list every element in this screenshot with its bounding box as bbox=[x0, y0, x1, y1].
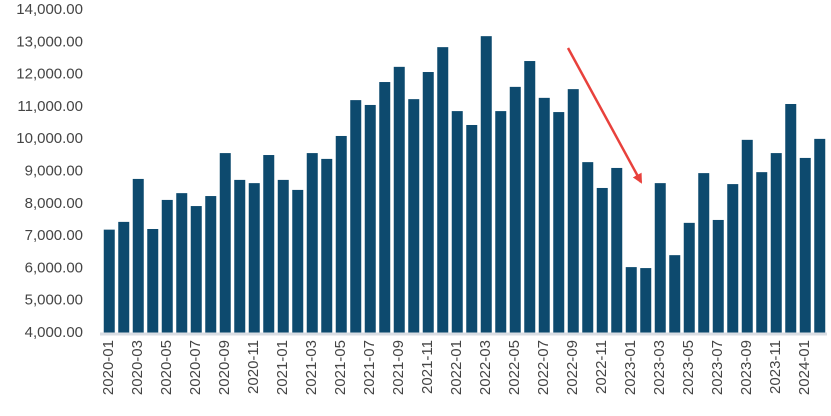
x-tick-label: 2023-01 bbox=[622, 340, 639, 395]
x-tick-label: 2023-05 bbox=[680, 340, 697, 395]
bar bbox=[379, 82, 391, 334]
x-tick-label: 2022-07 bbox=[535, 340, 552, 395]
x-tick-label: 2022-09 bbox=[564, 340, 581, 395]
bar bbox=[248, 183, 260, 333]
bar bbox=[190, 206, 202, 333]
x-tick-label: 2023-07 bbox=[709, 340, 726, 395]
bar bbox=[118, 221, 130, 333]
y-tick-label: 10,000.00 bbox=[16, 130, 83, 147]
bar bbox=[335, 135, 347, 333]
bar bbox=[205, 196, 217, 333]
x-tick-label: 2021-11 bbox=[419, 340, 436, 394]
bar bbox=[567, 89, 579, 333]
bar bbox=[161, 199, 173, 333]
x-tick-label: 2020-01 bbox=[100, 340, 117, 395]
bar bbox=[451, 111, 463, 333]
bar bbox=[799, 157, 811, 333]
x-tick-label: 2024-01 bbox=[796, 340, 813, 395]
bar bbox=[582, 162, 594, 333]
bar bbox=[263, 155, 275, 333]
bar bbox=[292, 189, 304, 333]
bar bbox=[393, 66, 405, 334]
y-tick-label: 13,000.00 bbox=[16, 33, 83, 50]
bar bbox=[770, 153, 782, 333]
x-tick-label: 2023-09 bbox=[738, 340, 755, 395]
bar bbox=[683, 222, 695, 333]
x-tick-label: 2020-05 bbox=[158, 340, 175, 395]
x-tick-label: 2022-11 bbox=[593, 340, 610, 394]
bar bbox=[234, 179, 246, 333]
x-tick-label: 2021-03 bbox=[303, 340, 320, 395]
y-tick-label: 14,000.00 bbox=[16, 1, 83, 18]
bar bbox=[814, 138, 826, 333]
bar bbox=[495, 111, 507, 333]
bar bbox=[727, 184, 739, 333]
bar bbox=[132, 178, 144, 333]
x-tick-label: 2020-03 bbox=[129, 340, 146, 395]
bar bbox=[538, 97, 550, 333]
x-tick-label: 2021-05 bbox=[332, 340, 349, 395]
bar bbox=[480, 36, 492, 334]
x-tick-label: 2021-07 bbox=[361, 340, 378, 395]
x-tick-label: 2021-01 bbox=[274, 340, 291, 395]
bar bbox=[176, 193, 188, 333]
bar bbox=[350, 100, 362, 333]
bar bbox=[306, 153, 318, 333]
bar bbox=[669, 255, 681, 333]
x-tick-label: 2021-09 bbox=[390, 340, 407, 395]
bar bbox=[596, 187, 608, 333]
x-tick-label: 2022-03 bbox=[477, 340, 494, 395]
y-tick-label: 8,000.00 bbox=[25, 195, 83, 212]
bar bbox=[640, 268, 652, 333]
bar bbox=[364, 104, 376, 333]
bar bbox=[103, 229, 115, 333]
bar bbox=[466, 124, 478, 333]
y-tick-label: 11,000.00 bbox=[17, 98, 83, 115]
bar bbox=[654, 183, 666, 333]
annotation-arrow bbox=[566, 47, 643, 184]
bar bbox=[437, 47, 449, 334]
y-tick-label: 7,000.00 bbox=[25, 227, 83, 244]
bar bbox=[277, 179, 289, 333]
x-tick-label: 2020-09 bbox=[216, 340, 233, 395]
bar bbox=[785, 103, 797, 333]
y-tick-label: 4,000.00 bbox=[25, 324, 83, 341]
bar bbox=[509, 86, 521, 334]
bar bbox=[611, 167, 623, 333]
y-tick-label: 6,000.00 bbox=[25, 259, 83, 276]
bar bbox=[553, 112, 565, 334]
bar bbox=[147, 228, 159, 333]
bar bbox=[321, 158, 333, 333]
bar bbox=[524, 61, 536, 334]
x-tick-label: 2023-03 bbox=[651, 340, 668, 395]
y-tick-label: 5,000.00 bbox=[25, 292, 83, 309]
y-tick-label: 9,000.00 bbox=[25, 162, 83, 179]
bar bbox=[741, 139, 753, 333]
bar bbox=[219, 153, 231, 333]
x-tick-label: 2023-11 bbox=[767, 340, 784, 394]
bar bbox=[408, 99, 420, 333]
bar bbox=[422, 72, 434, 334]
bar bbox=[698, 173, 710, 333]
bar bbox=[712, 219, 724, 333]
bar bbox=[625, 267, 637, 333]
y-tick-label: 12,000.00 bbox=[16, 66, 83, 83]
x-tick-label: 2020-11 bbox=[245, 340, 262, 394]
x-tick-label: 2020-07 bbox=[187, 340, 204, 395]
bar bbox=[756, 172, 768, 333]
x-tick-label: 2022-05 bbox=[506, 340, 523, 395]
x-tick-label: 2022-01 bbox=[448, 340, 465, 395]
